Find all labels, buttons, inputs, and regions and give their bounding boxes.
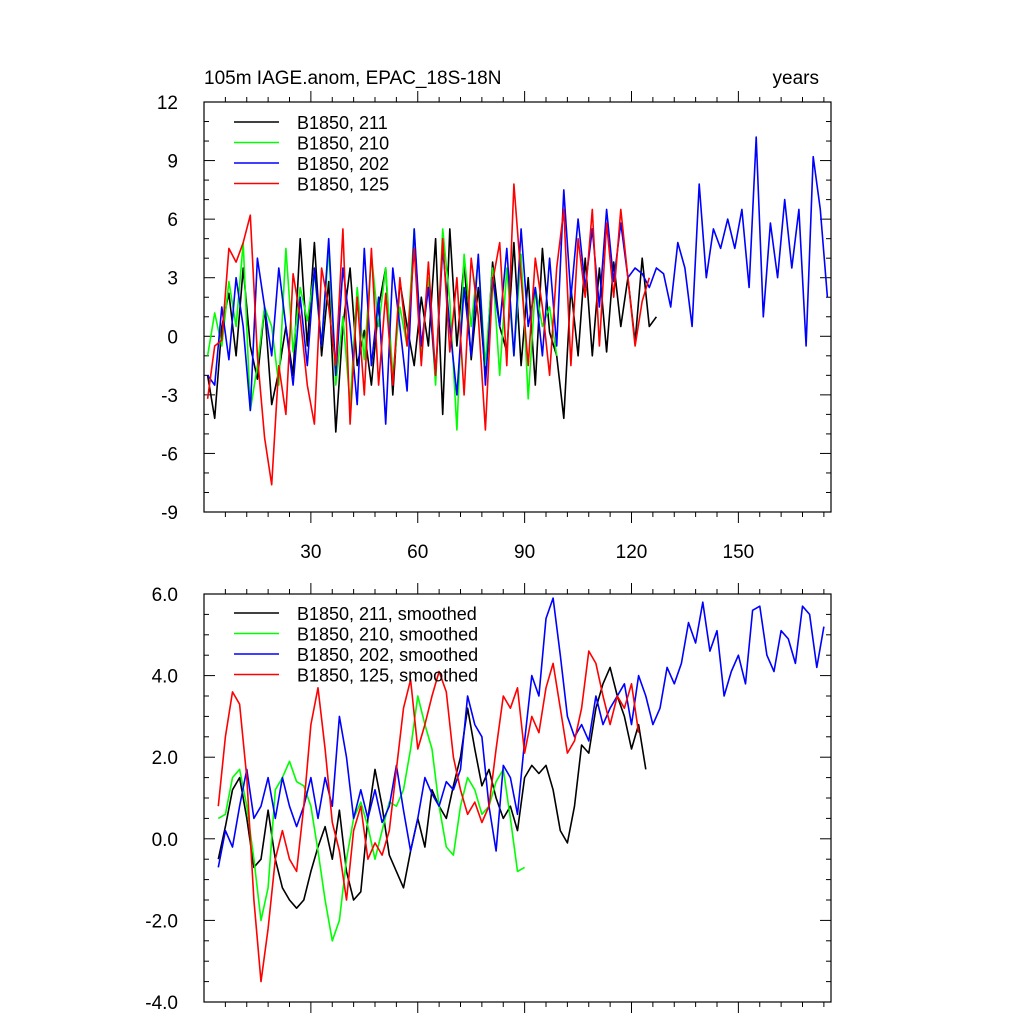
series-line-b1850-211 — [206, 228, 658, 433]
series-line-b1850-202-smoothed — [217, 597, 825, 868]
series-line-b1850-202 — [206, 136, 829, 425]
x-tick-label: 60 — [407, 542, 428, 563]
bottom-panel-smoothed: -4.0 -2.0 0.0 2.0 4.0 6.0 B1850, 211, smoothed… — [145, 583, 832, 1014]
series-line-b1850-125-smoothed — [217, 650, 640, 983]
legend-label: B1850, 210 — [297, 134, 389, 154]
legend-label: B1850, 211, smoothed — [297, 604, 477, 624]
y-tick-label: -6 — [161, 444, 178, 465]
legend-label: B1850, 202 — [297, 154, 389, 174]
y-tick-label: 12 — [157, 93, 178, 114]
y-tick-label: 0 — [167, 327, 178, 348]
x-tick-label: 120 — [616, 542, 648, 563]
plot-frame-0 — [203, 101, 832, 513]
legend-label: B1850, 125, smoothed — [297, 666, 478, 686]
y-tick-label: 2.0 — [152, 748, 178, 769]
x-tick-label: 90 — [514, 542, 535, 563]
legend-label: B1850, 211 — [297, 113, 388, 133]
legend-label: B1850, 210, smoothed — [297, 625, 478, 645]
y-tick-label: 6.0 — [152, 585, 178, 606]
legend-label: B1850, 202, smoothed — [297, 645, 478, 665]
chart-title: 105m IAGE.anom, EPAC_18S-18N — [204, 68, 501, 89]
x-tick-label: 30 — [300, 542, 321, 563]
y-tick-label: 0.0 — [152, 830, 178, 851]
y-tick-label: 3 — [167, 269, 178, 290]
series-line-b1850-125 — [206, 183, 651, 486]
y-tick-label: -2.0 — [145, 911, 178, 932]
y-tick-label: 9 — [167, 152, 178, 173]
series-line-b1850-210-smoothed — [217, 695, 525, 942]
x-tick-label: 150 — [723, 542, 755, 563]
y-tick-label: 6 — [167, 210, 178, 231]
y-tick-label: -9 — [161, 503, 178, 524]
legend-label: B1850, 125 — [297, 175, 389, 195]
series-line-b1850-211-smoothed — [217, 666, 647, 910]
y-tick-label: 4.0 — [152, 667, 178, 688]
y-tick-label: -3 — [161, 386, 178, 407]
y-tick-label: -4.0 — [145, 993, 178, 1014]
chart-subtitle-years: years — [773, 68, 819, 89]
